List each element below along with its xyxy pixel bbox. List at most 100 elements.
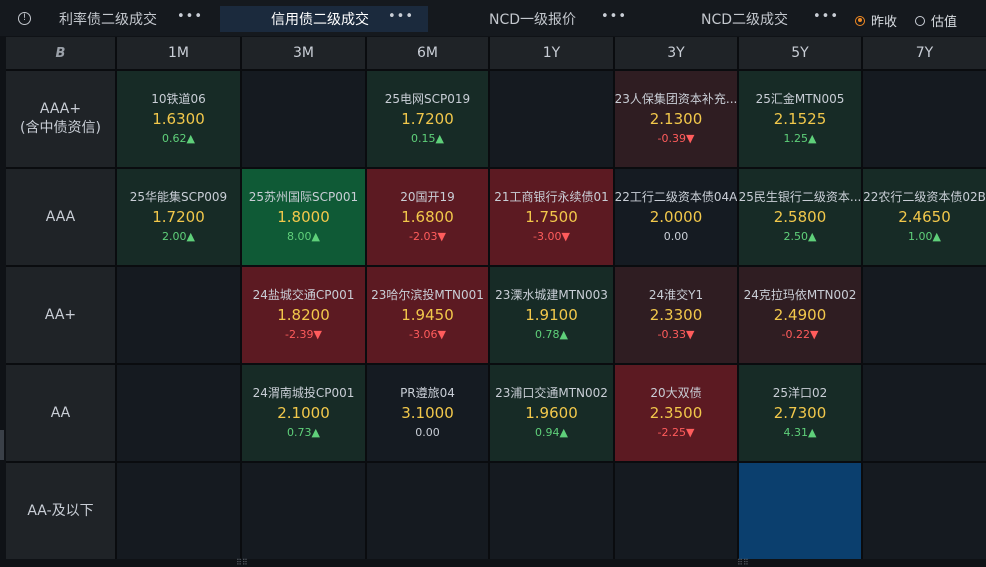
tab-credit-bond-secondary[interactable]: 信用债二级成交 ••• xyxy=(220,6,428,32)
bond-cell[interactable]: 25华能集SCP009 1.7200 2.00▲ xyxy=(117,169,240,265)
bond-yield: 2.5800 xyxy=(773,208,827,226)
row-label: AA xyxy=(6,365,115,461)
radio-valuation[interactable]: 估值 xyxy=(915,11,957,30)
empty-cell[interactable] xyxy=(863,463,986,559)
empty-cell[interactable] xyxy=(615,463,737,559)
bond-name: 24淮交Y1 xyxy=(648,288,704,302)
bond-cell[interactable]: 22农行二级资本债02B 2.4650 1.00▲ xyxy=(863,169,986,265)
bond-cell[interactable]: 21工商银行永续债01 1.7500 -3.00▼ xyxy=(490,169,613,265)
bond-cell[interactable]: 23溧水城建MTN003 1.9100 0.78▲ xyxy=(490,267,613,363)
empty-cell[interactable] xyxy=(490,463,613,559)
empty-cell[interactable] xyxy=(117,463,240,559)
resize-handle[interactable] xyxy=(0,430,4,460)
empty-cell[interactable] xyxy=(739,463,861,559)
tab-label: 信用债二级成交 xyxy=(271,12,369,28)
column-header-7y[interactable]: 7Y xyxy=(863,37,986,69)
empty-cell[interactable] xyxy=(863,71,986,167)
empty-cell[interactable] xyxy=(863,365,986,461)
empty-cell[interactable] xyxy=(863,267,986,363)
bond-cell[interactable]: 22工行二级资本债04A 2.0000 0.00 xyxy=(615,169,737,265)
empty-cell[interactable] xyxy=(242,71,365,167)
bond-cell[interactable]: 24渭南城投CP001 2.1000 0.73▲ xyxy=(242,365,365,461)
bond-cell[interactable]: 23人保集团资本补充... 2.1300 -0.39▼ xyxy=(615,71,737,167)
column-header-6m[interactable]: 6M xyxy=(367,37,488,69)
bond-name: 10铁道06 xyxy=(151,92,206,106)
empty-cell[interactable] xyxy=(490,71,613,167)
empty-cell[interactable] xyxy=(242,463,365,559)
bond-change: 0.78▲ xyxy=(535,328,568,341)
bond-change: 0.00 xyxy=(663,230,689,243)
bond-cell[interactable]: PR遵旅04 3.1000 0.00 xyxy=(367,365,488,461)
more-options-icon[interactable]: ••• xyxy=(600,9,627,24)
bond-change: 1.25▲ xyxy=(783,132,817,145)
bond-name: 23溧水城建MTN003 xyxy=(495,288,608,302)
bond-yield: 2.1000 xyxy=(277,404,330,422)
bond-change: 0.94▲ xyxy=(535,426,568,439)
bond-yield: 1.8000 xyxy=(277,208,330,226)
column-header-1m[interactable]: 1M xyxy=(117,37,240,69)
bond-name: 25苏州国际SCP001 xyxy=(248,190,359,204)
column-header-5y[interactable]: 5Y xyxy=(739,37,861,69)
column-header-3y[interactable]: 3Y xyxy=(615,37,737,69)
bond-cell[interactable]: 24淮交Y1 2.3300 -0.33▼ xyxy=(615,267,737,363)
more-options-icon[interactable]: ••• xyxy=(176,9,203,24)
bond-cell[interactable]: 25汇金MTN005 2.1525 1.25▲ xyxy=(739,71,861,167)
empty-cell[interactable] xyxy=(367,463,488,559)
bond-cell[interactable]: 20大双债 2.3500 -2.25▼ xyxy=(615,365,737,461)
row-label-text: AA+ xyxy=(44,306,77,323)
column-header-3m[interactable]: 3M xyxy=(242,37,365,69)
tab-ncd-primary-quote[interactable]: NCD一级报价 ••• xyxy=(440,6,630,32)
tab-label: NCD一级报价 xyxy=(489,12,577,28)
bond-change: -0.22▼ xyxy=(781,328,819,341)
corner-header: B xyxy=(6,37,115,69)
tab-ncd-secondary[interactable]: NCD二级成交 ••• xyxy=(650,6,842,32)
column-header-1y[interactable]: 1Y xyxy=(490,37,613,69)
bond-yield: 2.3300 xyxy=(649,306,703,324)
info-icon[interactable]: ! xyxy=(18,12,31,25)
bond-yield: 2.4900 xyxy=(773,306,827,324)
bond-cell[interactable]: 10铁道06 1.6300 0.62▲ xyxy=(117,71,240,167)
empty-cell[interactable] xyxy=(117,365,240,461)
radio-label: 昨收 xyxy=(871,15,898,30)
bond-change: -2.25▼ xyxy=(657,426,695,439)
bond-change: -3.06▼ xyxy=(409,328,446,341)
radio-prev-close[interactable]: 昨收 xyxy=(855,11,897,30)
bond-cell[interactable]: 25民生银行二级资本... 2.5800 2.50▲ xyxy=(739,169,861,265)
empty-cell[interactable] xyxy=(117,267,240,363)
tab-label: NCD二级成交 xyxy=(701,12,789,28)
bond-name: 24克拉玛依MTN002 xyxy=(743,288,857,302)
bond-change: 8.00▲ xyxy=(287,230,320,243)
bond-change: 2.00▲ xyxy=(162,230,195,243)
bond-name: 20大双债 xyxy=(650,386,702,400)
more-options-icon[interactable]: ••• xyxy=(812,9,839,24)
bond-change: 2.50▲ xyxy=(783,230,817,243)
bond-name: 21工商银行永续债01 xyxy=(494,190,609,204)
bond-change: 0.73▲ xyxy=(287,426,320,439)
radio-label: 估值 xyxy=(931,15,958,30)
bond-name: PR遵旅04 xyxy=(400,386,455,400)
bond-cell[interactable]: 25洋口02 2.7300 4.31▲ xyxy=(739,365,861,461)
radio-selected-icon xyxy=(855,15,865,26)
more-options-icon[interactable]: ••• xyxy=(387,9,414,24)
bond-yield: 2.0000 xyxy=(649,208,703,226)
bond-yield: 1.8200 xyxy=(277,306,330,324)
bond-cell[interactable]: 25电网SCP019 1.7200 0.15▲ xyxy=(367,71,488,167)
bond-cell[interactable]: 20国开19 1.6800 -2.03▼ xyxy=(367,169,488,265)
bond-name: 23人保集团资本补充... xyxy=(615,92,737,106)
bond-yield: 1.9100 xyxy=(525,306,578,324)
tab-rate-bond-secondary[interactable]: 利率债二级成交 ••• xyxy=(45,6,217,32)
brand-logo-icon: B xyxy=(55,45,66,61)
bond-cell[interactable]: 23浦口交通MTN002 1.9600 0.94▲ xyxy=(490,365,613,461)
bond-cell[interactable]: 24盐城交通CP001 1.8200 -2.39▼ xyxy=(242,267,365,363)
row-label: AA-及以下 xyxy=(6,463,115,559)
bond-yield: 2.7300 xyxy=(773,404,827,422)
bond-change: 0.62▲ xyxy=(162,132,195,145)
bond-cell[interactable]: 24克拉玛依MTN002 2.4900 -0.22▼ xyxy=(739,267,861,363)
splitter-grip-icon[interactable]: ⠿⠿ xyxy=(236,558,248,567)
splitter-grip-icon[interactable]: ⠿⠿ xyxy=(737,558,749,567)
bond-name: 22工行二级资本债04A xyxy=(615,190,737,204)
bond-change: -2.39▼ xyxy=(285,328,322,341)
row-label-text: AAA+ xyxy=(39,101,82,117)
bond-cell[interactable]: 23哈尔滨投MTN001 1.9450 -3.06▼ xyxy=(367,267,488,363)
bond-cell[interactable]: 25苏州国际SCP001 1.8000 8.00▲ xyxy=(242,169,365,265)
